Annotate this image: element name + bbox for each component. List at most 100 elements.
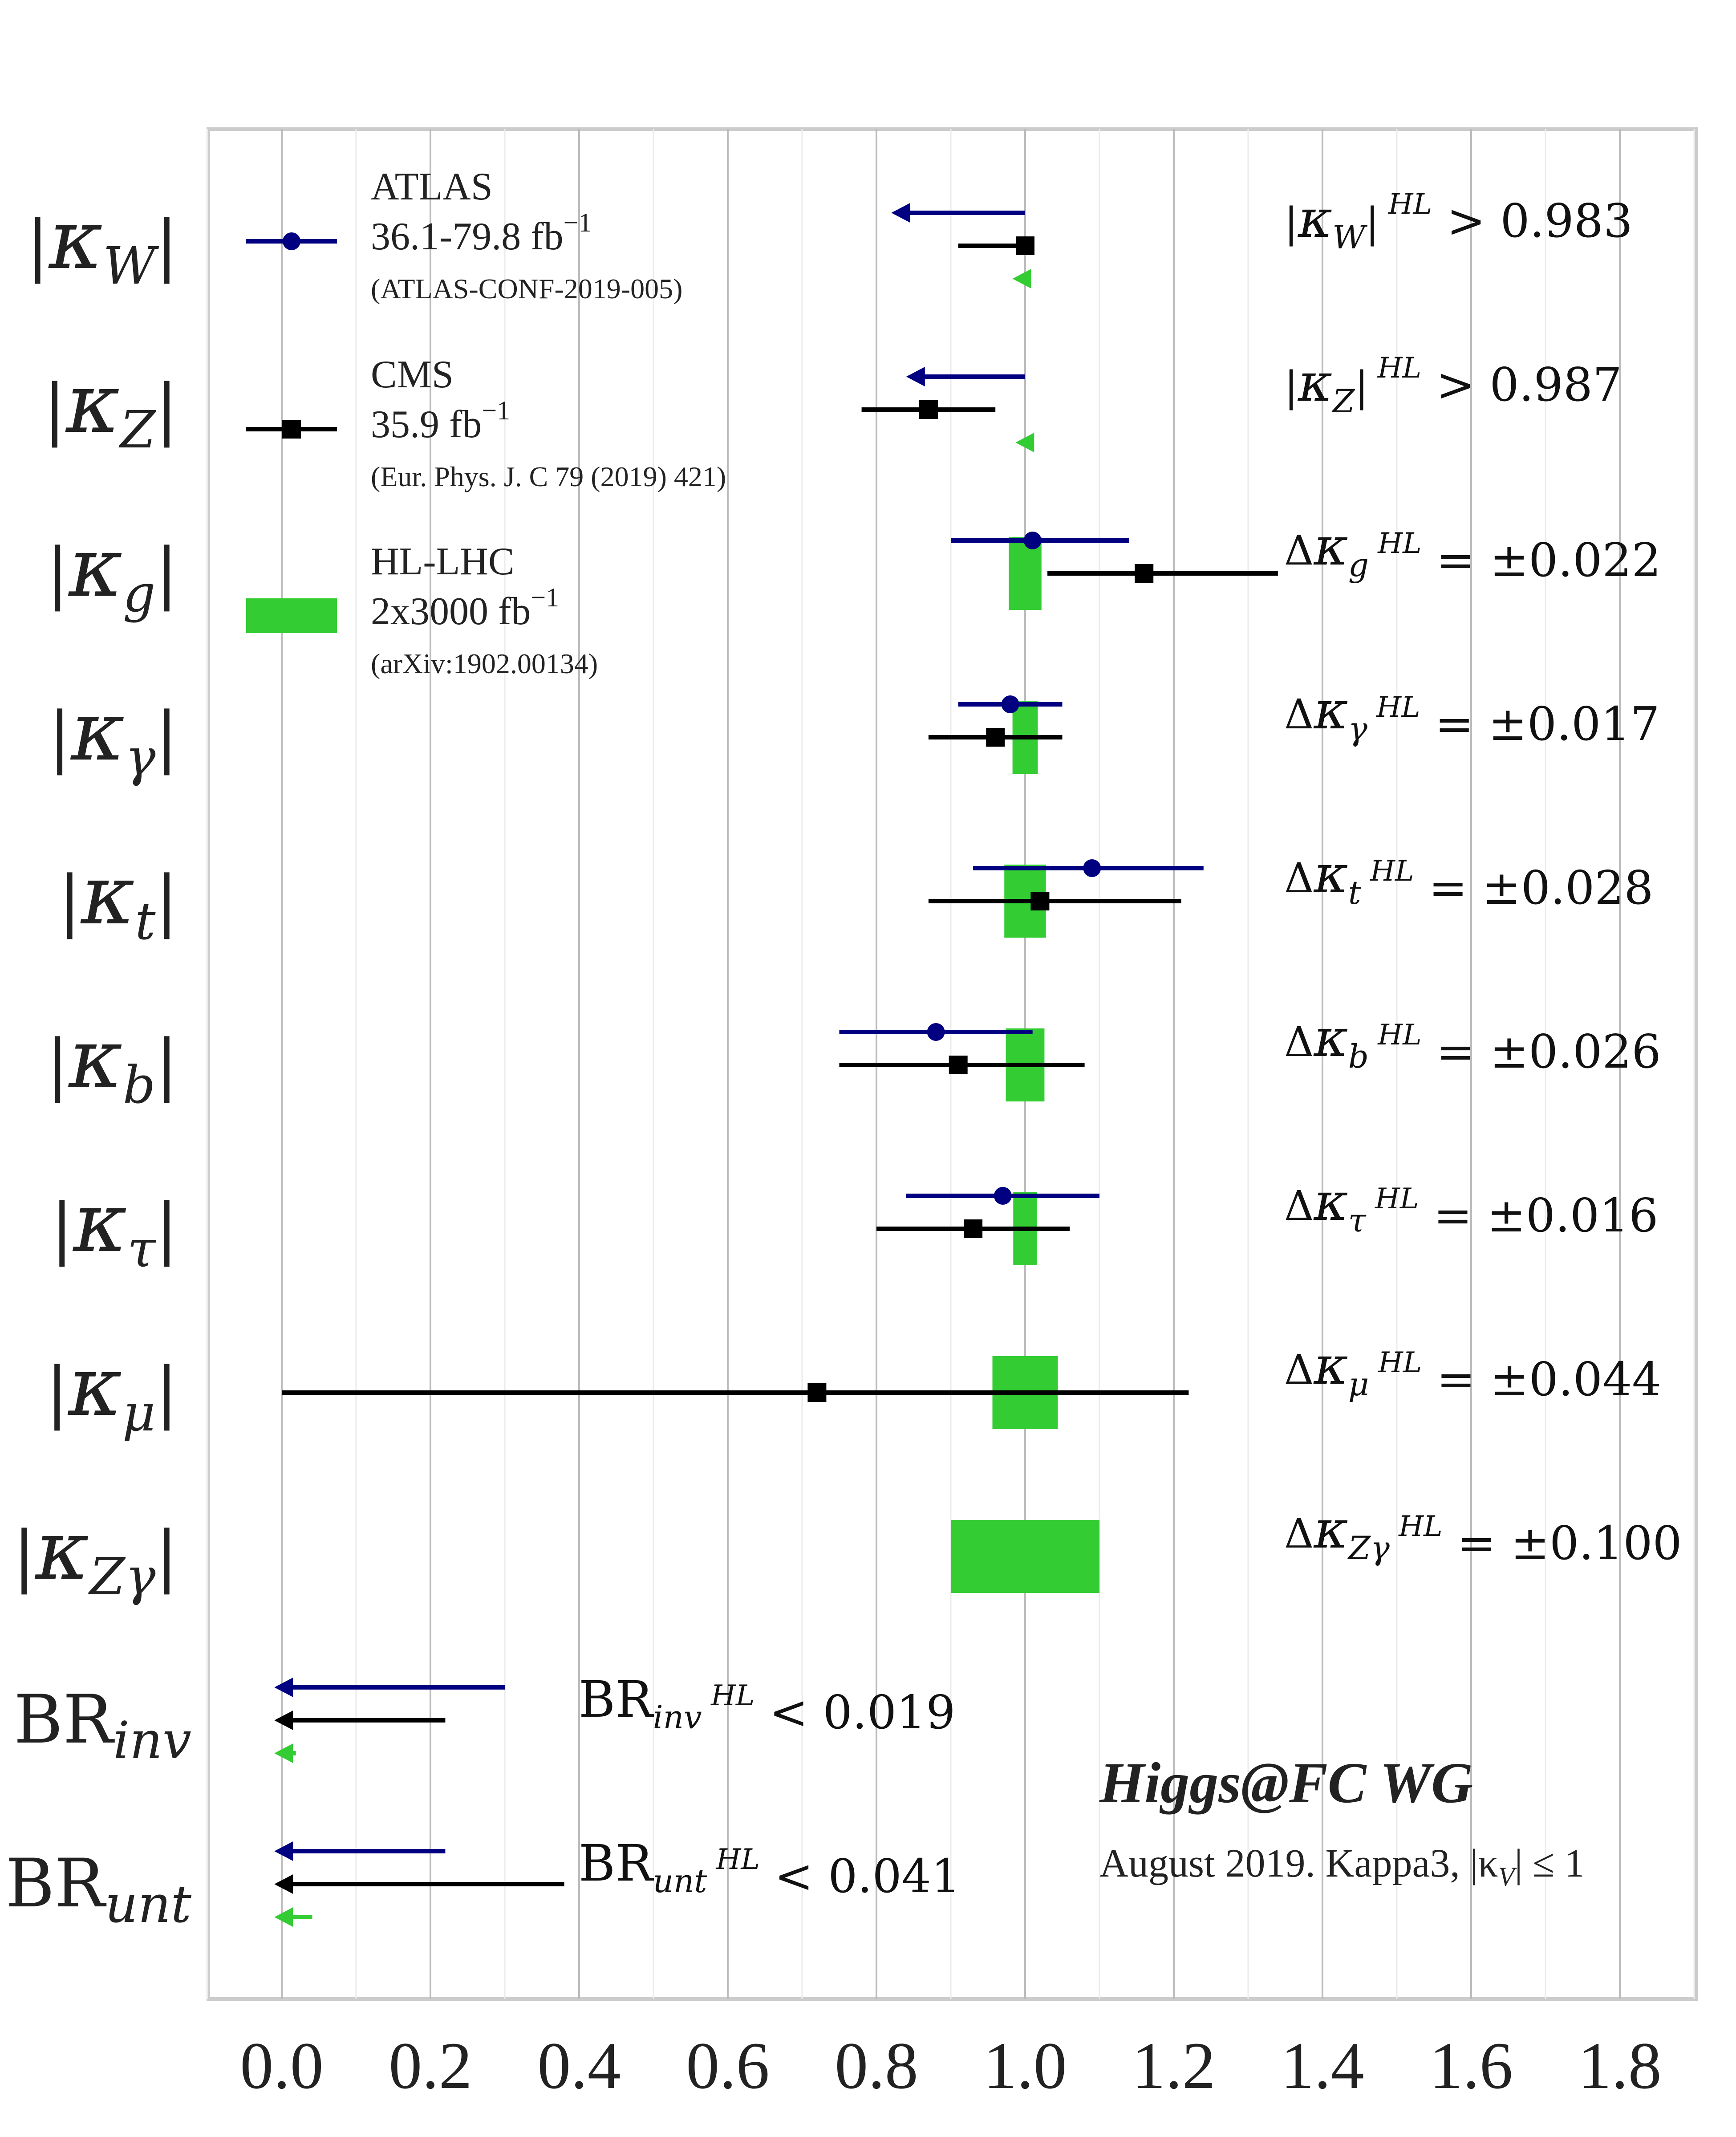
row-label: |κτ| xyxy=(51,1174,178,1279)
row-label: BRinv xyxy=(14,1681,191,1771)
atlas-limit-arrow-head xyxy=(274,1678,293,1697)
row-label: |κg| xyxy=(46,519,178,624)
watermark: Higgs@FC WG August 2019. Kappa3, |κV| ≤ 1 xyxy=(1099,1751,1585,1891)
hl-lhc-limit-arrow xyxy=(274,1907,312,1927)
atlas-point xyxy=(1083,859,1101,877)
atlas-point xyxy=(1023,532,1042,549)
row-br-inv: BRinv BRinv HL < 0.019 xyxy=(14,1671,955,1771)
atlas-limit-arrow xyxy=(906,367,1025,386)
atlas-limit-arrow xyxy=(891,203,1025,223)
hl-precision-note: Δκg HL = ±0.022 xyxy=(1284,516,1661,587)
hl-precision-note: |κW| HL > 0.983 xyxy=(1284,188,1633,256)
hl-lhc-limit-arrow-head xyxy=(1015,433,1034,452)
atlas-point xyxy=(1001,695,1019,713)
row-κ-t: |κt| Δκt HL = ±0.028 xyxy=(58,843,1653,951)
hl-precision-note: Δκτ HL = ±0.016 xyxy=(1284,1171,1658,1243)
hl-precision-note: BRunt HL < 0.041 xyxy=(579,1835,961,1903)
legend-cms-marker xyxy=(282,420,301,439)
cms-point xyxy=(986,728,1005,747)
row-label: |κb| xyxy=(46,1011,178,1115)
hl-precision-note: |κZ| HL > 0.987 xyxy=(1284,352,1622,420)
row-κ-Zγ: |κZγ| ΔκZγ HL = ±0.100 xyxy=(13,1499,1682,1607)
cms-point xyxy=(1030,892,1050,910)
cms-point xyxy=(1135,564,1154,583)
atlas-limit-arrow xyxy=(274,1841,446,1861)
hl-precision-note: ΔκZγ HL = ±0.100 xyxy=(1284,1499,1682,1570)
x-tick-label: 1.8 xyxy=(1578,2029,1662,2103)
row-κ-τ: |κτ| Δκτ HL = ±0.016 xyxy=(51,1171,1659,1279)
atlas-point xyxy=(994,1187,1012,1205)
hl-precision-note: Δκγ HL = ±0.017 xyxy=(1284,679,1660,751)
legend-title: ATLAS xyxy=(371,165,493,208)
x-tick-label: 0.8 xyxy=(835,2029,918,2103)
atlas-point xyxy=(927,1023,945,1041)
cms-limit-arrow xyxy=(274,1710,446,1730)
legend-title: CMS xyxy=(371,353,454,396)
x-tick-label: 1.0 xyxy=(983,2029,1067,2103)
hl-precision-note: BRinv HL < 0.019 xyxy=(579,1671,955,1739)
hl-lhc-limit-arrow-head xyxy=(274,1907,293,1927)
hl-lhc-limit-arrow xyxy=(1015,433,1034,452)
x-tick-label: 1.6 xyxy=(1429,2029,1513,2103)
coupling-rows: |κW| |κW| HL > 0.983|κZ| |κZ| HL > 0.987|κ… xyxy=(5,188,1682,1934)
cms-point xyxy=(807,1383,827,1402)
legend-lumi: 36.1-79.8 fb−1 xyxy=(371,208,592,258)
row-label: BRunt xyxy=(5,1845,191,1934)
cms-limit-arrow-head xyxy=(274,1710,293,1730)
atlas-limit-arrow-head xyxy=(906,367,925,386)
x-tick-label: 0.0 xyxy=(240,2029,324,2103)
atlas-limit-arrow-head xyxy=(891,203,910,223)
legend-hl-swatch xyxy=(246,598,337,633)
legend-title: HL-LHC xyxy=(371,540,515,583)
plot-frame xyxy=(207,127,1698,2001)
row-κ-μ: |κμ| Δκμ HL = ±0.044 xyxy=(46,1335,1662,1443)
row-κ-b: |κb| Δκb HL = ±0.026 xyxy=(46,1007,1661,1115)
cms-limit-arrow xyxy=(274,1874,564,1894)
row-κ-W: |κW| |κW| HL > 0.983 xyxy=(26,188,1633,296)
cms-point xyxy=(1016,236,1034,255)
hl-lhc-limit-arrow-head xyxy=(1012,269,1031,288)
row-label: |κγ| xyxy=(49,683,178,788)
row-κ-Z: |κZ| |κZ| HL > 0.987 xyxy=(44,352,1622,460)
legend-reference: (ATLAS-CONF-2019-005) xyxy=(371,273,682,305)
hl-precision-note: Δκμ HL = ±0.044 xyxy=(1284,1335,1661,1406)
row-label: |κt| xyxy=(58,847,178,951)
cms-point xyxy=(919,400,938,419)
legend-lumi: 35.9 fb−1 xyxy=(371,396,510,446)
legend-reference: (arXiv:1902.00134) xyxy=(371,648,598,679)
row-κ-γ: |κγ| Δκγ HL = ±0.017 xyxy=(49,679,1660,788)
hl-lhc-band xyxy=(951,1520,1099,1593)
cms-limit-arrow-head xyxy=(274,1874,293,1894)
watermark-subtitle: August 2019. Kappa3, |κV| ≤ 1 xyxy=(1099,1841,1585,1891)
x-tick-label: 1.2 xyxy=(1132,2029,1216,2103)
atlas-limit-arrow-head xyxy=(274,1841,293,1861)
x-tick-label: 0.2 xyxy=(389,2029,472,2103)
x-tick-label: 1.4 xyxy=(1281,2029,1364,2103)
hl-lhc-limit-arrow xyxy=(1012,269,1031,288)
cms-point xyxy=(964,1219,983,1238)
hl-precision-note: Δκb HL = ±0.026 xyxy=(1284,1007,1661,1079)
watermark-title: Higgs@FC WG xyxy=(1099,1751,1473,1815)
hl-lhc-band xyxy=(1009,537,1042,610)
legend-reference: (Eur. Phys. J. C 79 (2019) 421) xyxy=(371,461,726,492)
x-tick-label: 0.6 xyxy=(686,2029,770,2103)
row-label: |κZγ| xyxy=(13,1502,178,1607)
cms-point xyxy=(949,1056,968,1074)
hl-lhc-limit-arrow-head xyxy=(274,1743,293,1763)
x-tick-labels: 0.0 0.2 0.4 0.6 0.8 1.0 1.2 1.4 1.6 1.8 xyxy=(240,2029,1662,2103)
hl-lhc-limit-arrow xyxy=(274,1743,296,1763)
legend-lumi: 2x3000 fb−1 xyxy=(371,583,559,633)
row-label: |κZ| xyxy=(44,355,178,460)
x-tick-label: 0.4 xyxy=(537,2029,621,2103)
row-κ-g: |κg| Δκg HL = ±0.022 xyxy=(46,516,1661,624)
row-label: |κW| xyxy=(26,191,178,296)
row-label: |κμ| xyxy=(46,1338,178,1443)
atlas-limit-arrow xyxy=(274,1678,505,1697)
legend-atlas-marker xyxy=(283,232,300,250)
hl-precision-note: Δκt HL = ±0.028 xyxy=(1284,843,1654,915)
